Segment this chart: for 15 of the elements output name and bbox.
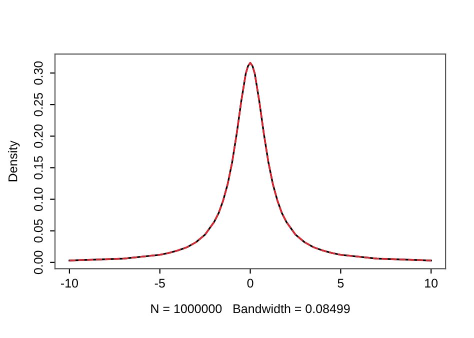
y-tick-label: 0.25 [34, 92, 43, 116]
y-tick-label: 0.15 [34, 156, 43, 180]
x-tick-label: 5 [338, 278, 344, 288]
y-tick-label: 0.00 [34, 250, 43, 274]
y-tick-label: 0.30 [34, 61, 43, 85]
x-tick-label: 0 [247, 278, 254, 288]
x-axis-title: N = 1000000 Bandwidth = 0.08499 [151, 304, 350, 314]
y-tick-label: 0.10 [34, 188, 43, 211]
y-tick-label: 0.20 [34, 124, 43, 148]
line-series [68, 62, 432, 262]
x-tick-label: -5 [154, 278, 165, 288]
y-axis-title: Density [8, 140, 20, 182]
x-tick-label: -10 [60, 278, 78, 288]
y-tick-label: 0.05 [34, 219, 43, 243]
x-tick-label: 10 [425, 278, 438, 288]
